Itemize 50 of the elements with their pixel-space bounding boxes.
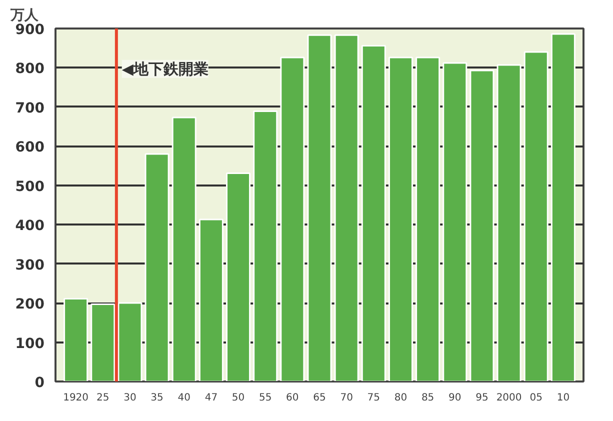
x-tick-label: 95 xyxy=(476,392,488,404)
y-tick-label: 200 xyxy=(15,296,45,313)
bar xyxy=(470,70,494,382)
bar xyxy=(388,56,413,382)
bar xyxy=(280,56,305,382)
bar xyxy=(118,302,142,382)
y-tick-label: 100 xyxy=(15,336,45,352)
bar xyxy=(550,33,576,382)
x-tick-label: 65 xyxy=(313,392,326,404)
x-tick-label: 1920 xyxy=(63,392,89,404)
bar xyxy=(416,56,440,382)
bar xyxy=(64,298,88,382)
y-tick-label: 0 xyxy=(34,375,45,391)
x-tick-label: 10 xyxy=(556,392,570,404)
bar xyxy=(307,34,332,382)
y-tick-label: 900 xyxy=(15,22,45,38)
x-tick-label: 25 xyxy=(96,392,110,404)
x-tick-label: 60 xyxy=(286,392,299,404)
x-tick-label: 70 xyxy=(340,392,353,404)
x-tick-label: 85 xyxy=(421,392,434,404)
x-tick-label: 90 xyxy=(448,392,462,404)
bar xyxy=(361,45,386,382)
y-tick-label: 500 xyxy=(15,178,45,195)
x-tick-label: 80 xyxy=(394,392,408,404)
bar xyxy=(524,51,548,382)
x-tick-label: 05 xyxy=(530,392,542,404)
bar xyxy=(253,110,278,382)
ref-line-label: ◀地下鉄開業 xyxy=(122,60,208,78)
y-tick-label: 700 xyxy=(15,100,45,116)
y-tick-label: 300 xyxy=(15,257,45,274)
bar xyxy=(144,153,170,382)
bar xyxy=(198,218,224,382)
y-axis-title: 万人 xyxy=(10,8,40,24)
bar xyxy=(172,116,196,382)
bar xyxy=(226,172,251,382)
bar xyxy=(90,303,116,382)
y-tick-label: 600 xyxy=(15,140,45,156)
bar xyxy=(442,62,468,382)
bar xyxy=(334,34,359,382)
y-tick-label: 800 xyxy=(15,61,45,78)
x-tick-label: 40 xyxy=(178,392,190,404)
x-tick-label: 35 xyxy=(150,392,164,404)
x-tick-label: 2000 xyxy=(496,392,522,404)
x-tick-label: 30 xyxy=(124,392,136,404)
x-tick-label: 55 xyxy=(258,392,272,404)
x-tick-label: 50 xyxy=(232,392,245,404)
x-tick-label: 75 xyxy=(367,392,380,404)
x-tick-label: 47 xyxy=(204,392,218,404)
y-tick-label: 400 xyxy=(15,218,45,234)
bar xyxy=(496,64,522,382)
